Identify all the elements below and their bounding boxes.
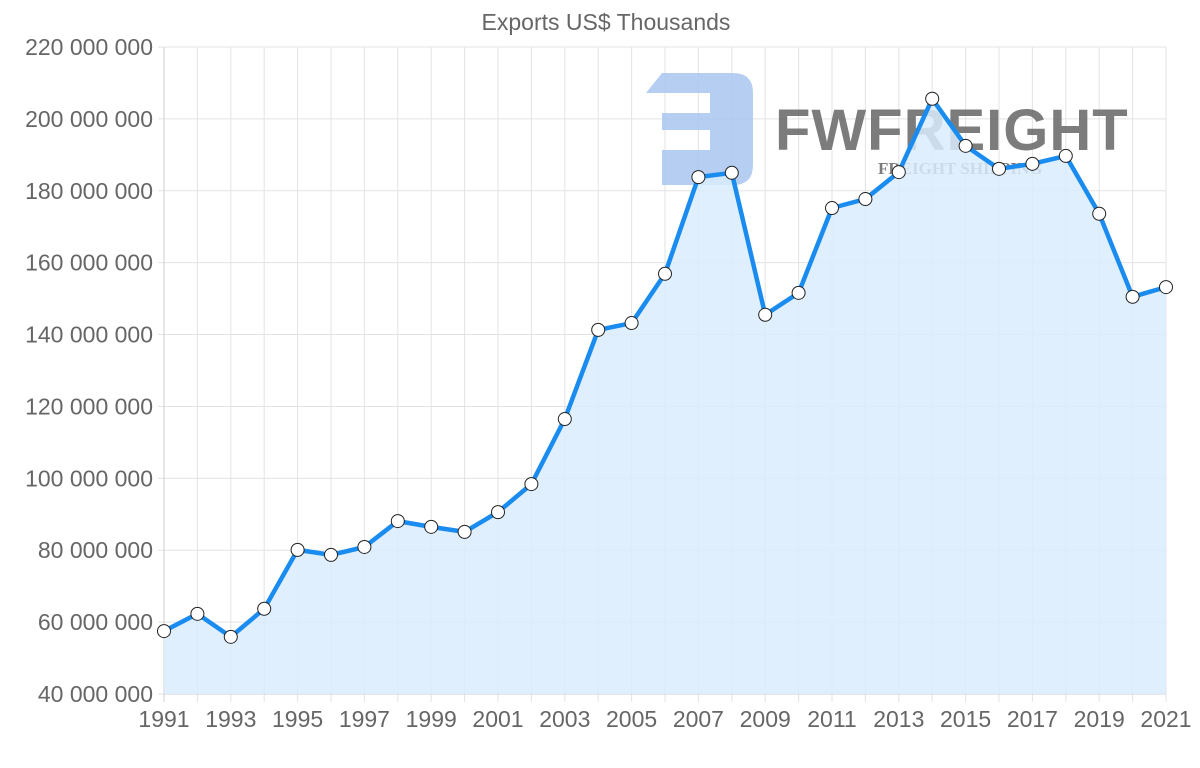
- area-fill: [164, 98, 1166, 695]
- data-point-2012[interactable]: [858, 192, 873, 207]
- fwfreight-logo-icon: [646, 73, 753, 185]
- x-tick-label: 1997: [339, 706, 390, 732]
- data-point-1991[interactable]: [157, 624, 171, 639]
- data-point-1992[interactable]: [190, 606, 205, 621]
- data-point-2009[interactable]: [758, 307, 773, 322]
- x-tick-label: 2003: [539, 706, 590, 732]
- x-tick-label: 2011: [807, 706, 856, 732]
- data-point-2015[interactable]: [958, 138, 973, 153]
- data-point-1993[interactable]: [223, 629, 238, 644]
- y-tick-label: 100 000 000: [25, 465, 153, 491]
- x-tick-label: 2017: [1007, 706, 1058, 732]
- data-point-2007[interactable]: [691, 170, 706, 185]
- data-point-2019[interactable]: [1092, 206, 1107, 221]
- data-point-1996[interactable]: [324, 547, 338, 562]
- x-tick-label: 2015: [940, 706, 991, 732]
- data-point-2011[interactable]: [825, 201, 839, 216]
- x-tick-label: 2001: [472, 706, 523, 732]
- chart-title: Exports US$ Thousands: [482, 9, 731, 35]
- data-point-2021[interactable]: [1159, 280, 1173, 295]
- data-point-1997[interactable]: [357, 539, 372, 554]
- data-point-2003[interactable]: [557, 412, 572, 427]
- data-point-2020[interactable]: [1125, 289, 1140, 304]
- y-tick-label: 120 000 000: [25, 393, 153, 419]
- y-tick-label: 40 000 000: [38, 681, 153, 707]
- data-point-2010[interactable]: [791, 285, 806, 300]
- data-point-2008[interactable]: [724, 165, 739, 180]
- data-point-2000[interactable]: [457, 524, 472, 539]
- x-tick-label: 1991: [138, 706, 189, 732]
- data-point-2016[interactable]: [992, 161, 1006, 176]
- data-point-2004[interactable]: [591, 322, 606, 337]
- data-point-1998[interactable]: [390, 514, 405, 529]
- y-tick-label: 200 000 000: [25, 106, 153, 132]
- y-tick-label: 220 000 000: [25, 34, 153, 60]
- y-axis-labels: 40 000 000 60 000 000 80 000 000 100 000 00…: [25, 34, 153, 707]
- x-tick-label: 2009: [740, 706, 791, 732]
- y-tick-label: 60 000 000: [38, 609, 153, 635]
- data-point-2002[interactable]: [524, 477, 539, 492]
- x-tick-label: 2007: [673, 706, 724, 732]
- y-tick-label: 160 000 000: [25, 250, 153, 276]
- x-tick-label: 2013: [873, 706, 924, 732]
- data-point-1994[interactable]: [257, 601, 272, 616]
- y-tick-label: 80 000 000: [38, 537, 153, 563]
- data-point-1995[interactable]: [290, 542, 305, 557]
- data-points: [157, 91, 1173, 644]
- x-tick-label: 2021: [1140, 706, 1191, 732]
- x-axis-labels: 1991 1993 1995 1997 1999 2001 2003 2005 2007 2009…: [138, 706, 1191, 732]
- data-point-2013[interactable]: [891, 165, 906, 180]
- data-point-2006[interactable]: [658, 266, 672, 281]
- y-tick-label: 180 000 000: [25, 178, 153, 204]
- x-tick-label: 2019: [1074, 706, 1125, 732]
- data-point-1999[interactable]: [424, 519, 439, 534]
- data-point-2018[interactable]: [1058, 148, 1073, 163]
- data-point-2001[interactable]: [491, 505, 505, 520]
- data-point-2017[interactable]: [1025, 156, 1040, 171]
- x-tick-label: 1993: [205, 706, 256, 732]
- y-tick-label: 140 000 000: [25, 322, 153, 348]
- data-point-2014[interactable]: [925, 91, 940, 106]
- x-tick-label: 1995: [272, 706, 323, 732]
- data-point-2005[interactable]: [624, 316, 639, 331]
- x-tick-label: 2005: [606, 706, 657, 732]
- x-tick-label: 1999: [406, 706, 457, 732]
